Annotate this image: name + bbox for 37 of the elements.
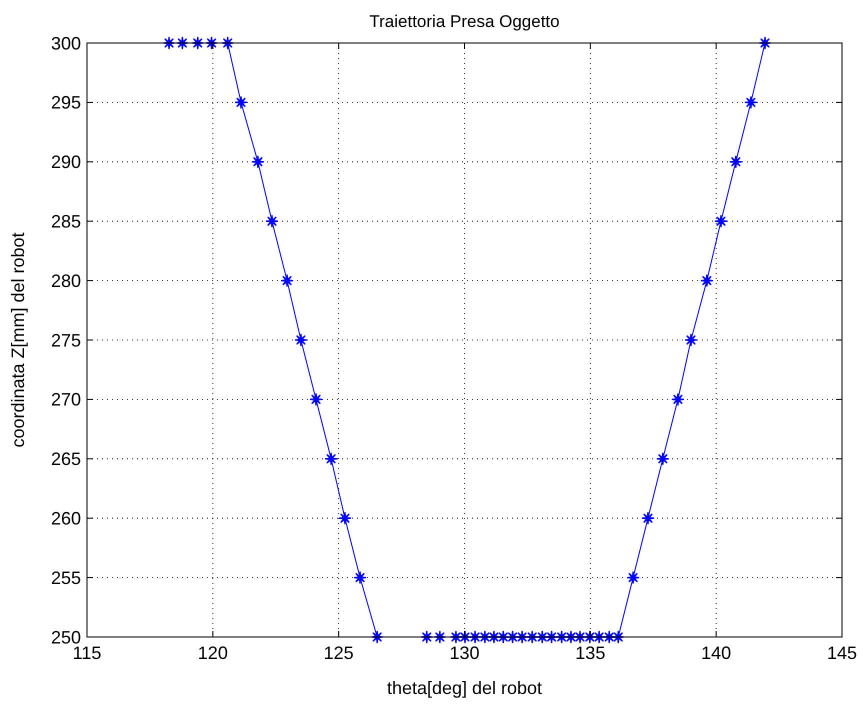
- point: [353, 570, 367, 584]
- point: [324, 452, 338, 466]
- y-tick-label: 265: [50, 449, 81, 470]
- point: [671, 392, 685, 406]
- y-tick-label: 275: [50, 330, 81, 350]
- y-tick-label: 260: [50, 508, 81, 528]
- y-tick-label: 285: [50, 212, 81, 232]
- point: [265, 214, 279, 228]
- point: [656, 452, 670, 466]
- y-tick-label: 290: [50, 152, 81, 172]
- chart-title: Traiettoria Presa Oggetto: [369, 12, 560, 31]
- y-axis-title: coordinata Z[mm] del robot: [8, 232, 28, 448]
- point: [700, 274, 714, 288]
- point: [744, 96, 758, 110]
- point: [234, 96, 248, 110]
- point: [251, 155, 265, 168]
- point: [294, 333, 308, 347]
- point: [309, 392, 323, 406]
- y-tick-label: 280: [50, 270, 81, 291]
- point: [714, 214, 728, 228]
- y-tick-label: 255: [50, 568, 81, 588]
- y-tick-label: 300: [50, 33, 81, 54]
- y-tick-label: 295: [50, 92, 81, 113]
- x-tick-label: 145: [826, 643, 858, 663]
- x-axis-title: theta[deg] del robot: [386, 678, 542, 698]
- point: [338, 512, 352, 525]
- x-tick-label: 125: [324, 643, 354, 663]
- x-tick-label: 130: [449, 643, 480, 663]
- x-tick-label: 120: [198, 643, 228, 663]
- y-tick-label: 270: [50, 390, 81, 410]
- x-tick-label: 135: [575, 643, 606, 663]
- point: [280, 274, 294, 288]
- point: [729, 155, 742, 168]
- x-tick-label: 140: [701, 643, 732, 663]
- point: [626, 570, 640, 584]
- point: [641, 512, 655, 525]
- point: [684, 333, 698, 347]
